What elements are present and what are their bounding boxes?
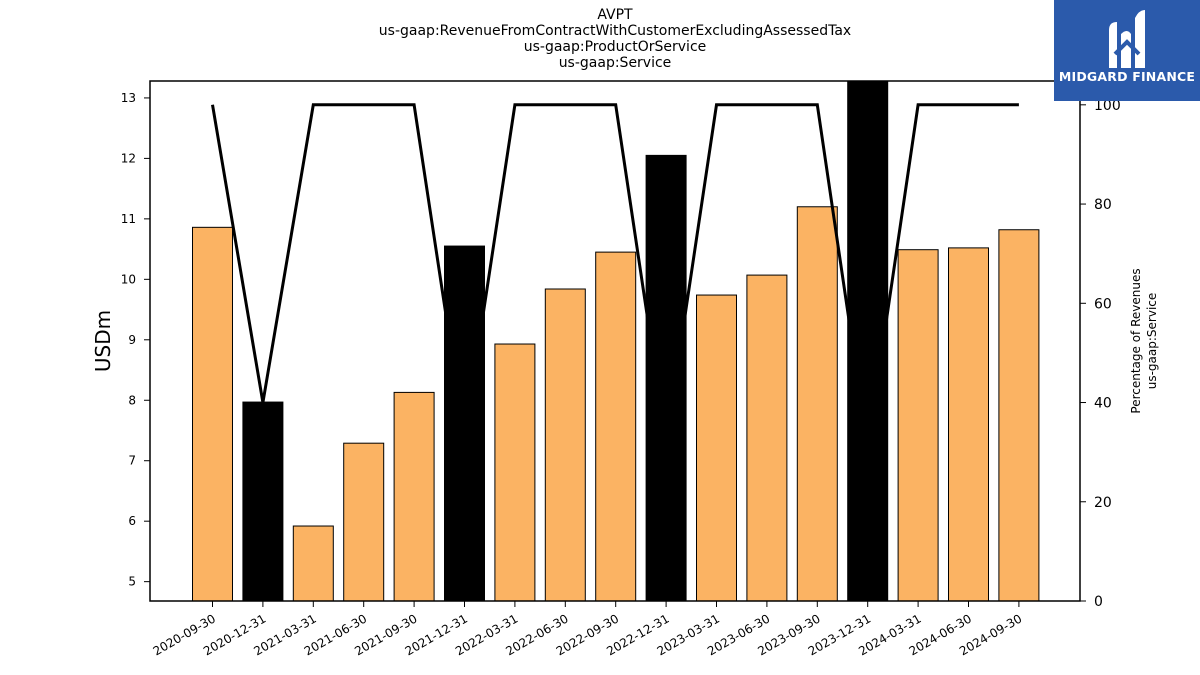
midgard-finance-logo: MIDGARD FINANCE	[1054, 0, 1200, 101]
bar-highlight	[645, 154, 687, 602]
y2-tick-label: 60	[1094, 296, 1112, 312]
midgard-logo-mark-icon	[1109, 10, 1145, 68]
bar	[292, 525, 334, 602]
y-tick-label: 9	[128, 333, 136, 347]
percentage-line-series	[211, 103, 1019, 448]
bar	[948, 247, 989, 602]
bar	[796, 206, 838, 602]
bar	[595, 251, 637, 602]
bar	[897, 249, 939, 602]
y-tick-label: 6	[128, 514, 136, 528]
bar	[746, 274, 788, 602]
y-axis-right: 0 20 40 60 80 100	[1080, 98, 1121, 610]
chart-subtitle-member: us-gaap:Service	[558, 55, 672, 71]
y2-tick-label: 100	[1094, 98, 1121, 114]
y-axis-left: 5 6 7 8 9 10 11 12 13	[121, 91, 150, 589]
plot-frame	[149, 80, 1081, 602]
y2-tick-label: 20	[1094, 495, 1112, 511]
bar	[998, 229, 1040, 602]
y-tick-label: 7	[128, 454, 136, 468]
bar	[192, 226, 233, 602]
bar	[393, 391, 435, 602]
y-tick-label: 13	[121, 91, 136, 105]
y2-axis-label-line2: us-gaap:Service	[1145, 293, 1159, 390]
bar	[696, 294, 737, 602]
bar	[343, 442, 385, 602]
y2-tick-label: 40	[1094, 396, 1112, 412]
x-axis: 2020-09-302020-12-312021-03-312021-06-30…	[151, 601, 1024, 658]
y2-tick-label: 80	[1094, 197, 1112, 213]
y-tick-label: 10	[121, 272, 136, 286]
bar	[544, 288, 586, 602]
bar-series	[192, 80, 1040, 602]
y2-tick-label: 0	[1094, 594, 1103, 610]
y-tick-label: 5	[128, 575, 136, 589]
y2-axis-label-line1: Percentage of Revenues	[1129, 268, 1143, 413]
bar-highlight	[242, 401, 284, 602]
bar-highlight	[444, 245, 485, 602]
y-axis-label: USDm	[91, 310, 115, 372]
logo-text: MIDGARD FINANCE	[1058, 69, 1196, 84]
bar-highlight	[847, 80, 889, 602]
y-tick-label: 11	[121, 212, 136, 226]
chart-title: AVPT	[597, 7, 633, 23]
y-tick-label: 8	[128, 393, 136, 407]
percentage-line	[211, 103, 1019, 448]
bar	[494, 343, 536, 602]
chart-subtitle-concept: us-gaap:RevenueFromContractWithCustomerE…	[378, 23, 852, 39]
chart-subtitle-axis: us-gaap:ProductOrService	[523, 39, 707, 55]
y-tick-label: 12	[121, 151, 136, 165]
